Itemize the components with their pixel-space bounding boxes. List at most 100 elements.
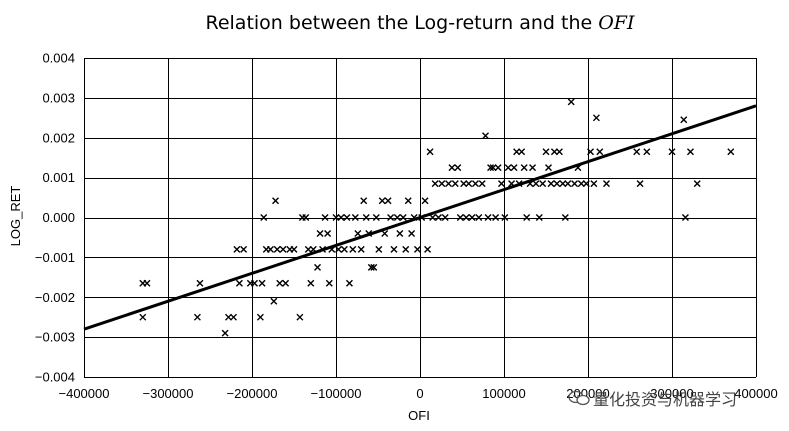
data-point-18 — [270, 297, 278, 305]
data-point-5 — [221, 329, 229, 337]
data-point-105 — [523, 214, 531, 221]
data-point-126 — [590, 180, 598, 188]
data-point-83 — [460, 180, 468, 188]
data-point-61 — [393, 214, 401, 221]
data-point-116 — [555, 148, 563, 156]
data-point-1 — [143, 279, 151, 287]
data-point-85 — [465, 180, 473, 188]
data-point-87 — [471, 180, 479, 188]
y-tick-label-2: −0.002 — [35, 290, 75, 305]
data-point-52 — [367, 263, 375, 271]
data-point-8 — [233, 245, 241, 253]
data-point-95 — [494, 164, 502, 172]
data-point-46 — [351, 214, 359, 221]
data-point-6 — [224, 313, 232, 321]
data-point-75 — [434, 214, 442, 221]
x-tick-label-7: 300000 — [650, 386, 693, 401]
x-tick-label-1: −300000 — [143, 386, 194, 401]
data-point-48 — [357, 245, 365, 253]
data-point-97 — [501, 214, 509, 221]
data-point-66 — [408, 229, 416, 237]
data-point-123 — [577, 180, 585, 188]
data-point-44 — [345, 279, 353, 287]
data-point-94 — [492, 214, 500, 221]
data-point-90 — [482, 132, 490, 140]
data-point-133 — [668, 148, 676, 156]
data-point-120 — [567, 98, 575, 106]
data-point-20 — [273, 245, 281, 253]
data-point-15 — [260, 214, 268, 221]
data-point-84 — [462, 214, 470, 221]
watermark-text: 量化投资与机器学习 — [593, 390, 738, 409]
data-point-22 — [279, 245, 287, 253]
data-point-118 — [561, 214, 569, 221]
x-tick-label-5: 100000 — [482, 386, 525, 401]
y-tick-label-8: 0.004 — [42, 51, 75, 66]
data-point-101 — [513, 148, 521, 156]
data-point-50 — [362, 214, 370, 221]
data-point-40 — [335, 245, 343, 253]
data-point-65 — [404, 197, 412, 205]
data-point-112 — [545, 164, 553, 172]
data-point-81 — [454, 164, 462, 172]
data-point-128 — [596, 148, 604, 156]
data-point-119 — [564, 180, 572, 188]
data-point-86 — [468, 214, 476, 221]
data-point-17 — [266, 245, 274, 253]
data-point-60 — [390, 245, 398, 253]
data-point-134 — [680, 116, 688, 124]
data-point-93 — [489, 164, 497, 172]
data-point-115 — [553, 180, 561, 188]
data-point-10 — [240, 245, 248, 253]
data-point-71 — [424, 245, 432, 253]
data-point-68 — [413, 245, 421, 253]
y-tick-label-5: 0.001 — [42, 170, 75, 185]
data-point-136 — [686, 148, 694, 156]
data-point-111 — [542, 148, 550, 156]
data-point-77 — [441, 214, 449, 221]
data-point-92 — [487, 164, 495, 172]
data-point-7 — [230, 313, 238, 321]
data-point-109 — [535, 214, 543, 221]
data-point-108 — [532, 180, 540, 188]
data-point-114 — [550, 148, 558, 156]
chart-title: Relation between the Log-return and the … — [205, 12, 635, 34]
chart-title-text: Relation between the Log-return and the — [205, 12, 598, 34]
y-tick-label-7: 0.003 — [42, 90, 75, 105]
data-point-58 — [384, 197, 392, 205]
data-point-55 — [375, 245, 383, 253]
data-point-33 — [316, 229, 324, 237]
x-tick-label-0: −400000 — [59, 386, 110, 401]
data-point-63 — [399, 214, 407, 221]
data-point-72 — [426, 148, 434, 156]
data-point-43 — [343, 214, 351, 221]
data-point-53 — [370, 263, 378, 271]
data-point-131 — [636, 180, 644, 188]
data-point-135 — [681, 214, 689, 221]
data-point-42 — [340, 245, 348, 253]
data-point-137 — [693, 180, 701, 188]
data-point-47 — [354, 229, 362, 237]
data-point-76 — [438, 180, 446, 188]
data-point-29 — [304, 245, 312, 253]
data-point-30 — [307, 279, 315, 287]
data-point-35 — [321, 214, 329, 221]
x-tick-label-6: 200000 — [566, 386, 609, 401]
data-point-70 — [421, 197, 429, 205]
data-point-138 — [727, 148, 735, 156]
data-point-13 — [256, 313, 264, 321]
data-point-88 — [475, 214, 483, 221]
data-point-9 — [235, 279, 243, 287]
data-point-91 — [484, 214, 492, 221]
y-tick-label-3: −0.001 — [35, 250, 75, 265]
data-point-23 — [282, 279, 290, 287]
data-point-107 — [529, 164, 537, 172]
y-tick-label-1: −0.003 — [35, 330, 75, 345]
data-point-89 — [478, 180, 486, 188]
data-point-12 — [251, 279, 259, 287]
data-point-4 — [196, 279, 204, 287]
data-point-100 — [510, 164, 518, 172]
data-point-74 — [431, 180, 439, 188]
data-point-130 — [633, 148, 641, 156]
x-tick-label-4: 0 — [416, 386, 423, 401]
